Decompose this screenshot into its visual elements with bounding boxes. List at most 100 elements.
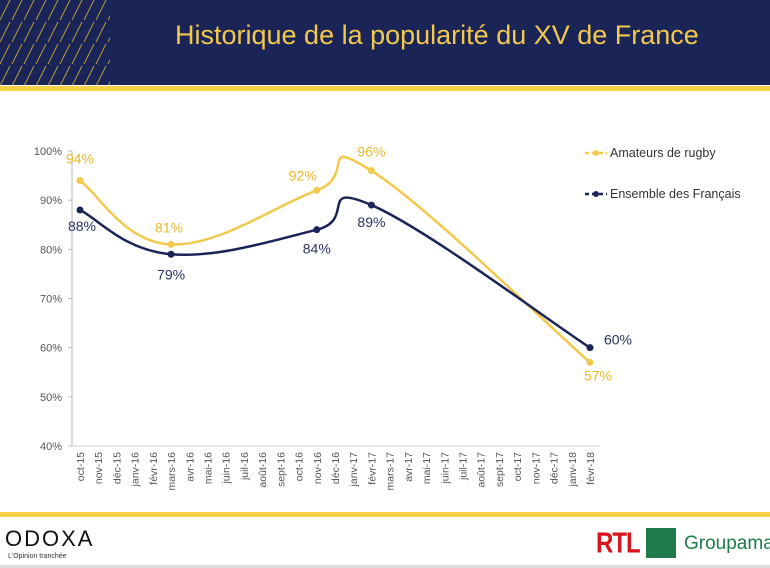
pattern-line [47, 43, 59, 65]
pattern-line [47, 21, 59, 43]
header-divider [0, 86, 770, 91]
pattern-line [107, 14, 110, 21]
page-title: Historique de la popularité du XV de Fra… [175, 20, 699, 50]
data-label: 96% [357, 144, 385, 160]
y-tick-label: 100% [34, 146, 62, 158]
pattern-line [59, 43, 71, 65]
odoxa-tagline: L'Opinion tranchée [8, 553, 67, 560]
x-tick-label: janv-18 [567, 452, 579, 488]
groupama-logo: Groupama [684, 533, 770, 554]
x-tick-label: sept-16 [275, 452, 287, 487]
data-label: 89% [357, 214, 385, 230]
legend-label: Amateurs de rugby [610, 146, 716, 160]
pattern-line [23, 21, 35, 43]
series-line-1 [79, 196, 591, 349]
pattern-line [83, 43, 95, 65]
x-tick-label: mai-16 [203, 452, 215, 484]
data-point [167, 240, 175, 248]
x-tick-label: nov-16 [312, 452, 324, 484]
groupama-logo-icon [646, 528, 676, 558]
y-tick-label: 90% [40, 195, 62, 207]
pattern-line [107, 36, 110, 43]
x-tick-label: févr-16 [148, 452, 160, 485]
data-point [167, 250, 175, 258]
pattern-line [95, 65, 107, 85]
pattern-line [23, 43, 35, 65]
legend-marker [593, 191, 599, 197]
y-tick-label: 60% [40, 343, 62, 355]
data-point [76, 206, 84, 214]
pattern-line [11, 21, 23, 43]
pattern-line [35, 21, 47, 43]
data-label: 60% [604, 332, 632, 348]
x-tick-label: janv-16 [130, 452, 142, 488]
pattern-line [83, 0, 95, 21]
x-tick-label: mars-16 [166, 452, 178, 491]
pattern-line [59, 65, 71, 85]
data-point [313, 186, 321, 194]
pattern-line [11, 0, 23, 21]
line-chart: 40% 50% 60% 70% 80% 90% 100% oct-15 nov-15 déc-15… [34, 144, 741, 491]
odoxa-logo: ODOXA [5, 526, 95, 551]
pattern-line [95, 43, 107, 65]
y-tick-label: 80% [40, 244, 62, 256]
pattern-line [71, 65, 83, 85]
data-label: 94% [66, 151, 94, 167]
pattern-line [95, 21, 107, 43]
x-tick-label: avr-16 [184, 452, 196, 482]
pattern-line [0, 43, 11, 65]
pattern-line [71, 21, 83, 43]
pattern-line [71, 0, 83, 21]
legend-label: Ensemble des Français [610, 187, 741, 201]
pattern-line [11, 65, 23, 85]
pattern-line [11, 43, 23, 65]
x-tick-label: juil-17 [458, 452, 470, 481]
x-tick-label: nov-17 [530, 452, 542, 484]
pattern-line [95, 0, 107, 21]
decorative-pattern [0, 0, 110, 85]
pattern-line [59, 21, 71, 43]
x-tick-label: août-17 [476, 452, 488, 488]
data-point [76, 177, 84, 184]
pattern-line [107, 80, 110, 85]
data-point [313, 226, 321, 234]
footer-bottom-line [0, 565, 770, 568]
x-tick-label: nov-15 [93, 452, 105, 484]
y-tick-label: 70% [40, 294, 62, 306]
pattern-line [35, 65, 47, 85]
data-label: 57% [584, 367, 612, 383]
data-point [367, 201, 375, 209]
series-line-0 [79, 155, 591, 364]
pattern-line [47, 65, 59, 85]
pattern-line [83, 65, 95, 85]
x-tick-label: mars-17 [385, 452, 397, 491]
rtl-logo: RTL [596, 527, 641, 560]
x-tick-label: déc-16 [330, 452, 342, 484]
pattern-line [59, 0, 71, 21]
footer-divider [0, 512, 770, 517]
x-tick-label: janv-17 [348, 452, 360, 488]
header-band [0, 0, 770, 85]
x-tick-label: juil-16 [239, 452, 251, 481]
x-tick-label: avr-17 [403, 452, 415, 482]
x-tick-label: août-16 [257, 452, 269, 488]
data-point [586, 358, 594, 366]
data-label: 84% [303, 241, 331, 257]
pattern-line [35, 43, 47, 65]
data-label: 79% [157, 266, 185, 282]
pattern-line [35, 0, 47, 21]
pattern-line [0, 65, 11, 85]
x-tick-label: oct-16 [294, 452, 306, 481]
x-tick-label: mai-17 [421, 452, 433, 484]
x-tick-label: févr-18 [585, 452, 597, 485]
pattern-line [0, 0, 11, 21]
data-label: 92% [289, 167, 317, 183]
pattern-line [107, 58, 110, 65]
data-point [586, 344, 594, 352]
pattern-line [83, 21, 95, 43]
x-tick-label: oct-17 [512, 452, 524, 481]
legend-marker [593, 150, 599, 156]
y-tick-label: 40% [40, 441, 62, 453]
x-tick-label: févr-17 [366, 452, 378, 485]
x-tick-label: déc-17 [549, 452, 561, 484]
